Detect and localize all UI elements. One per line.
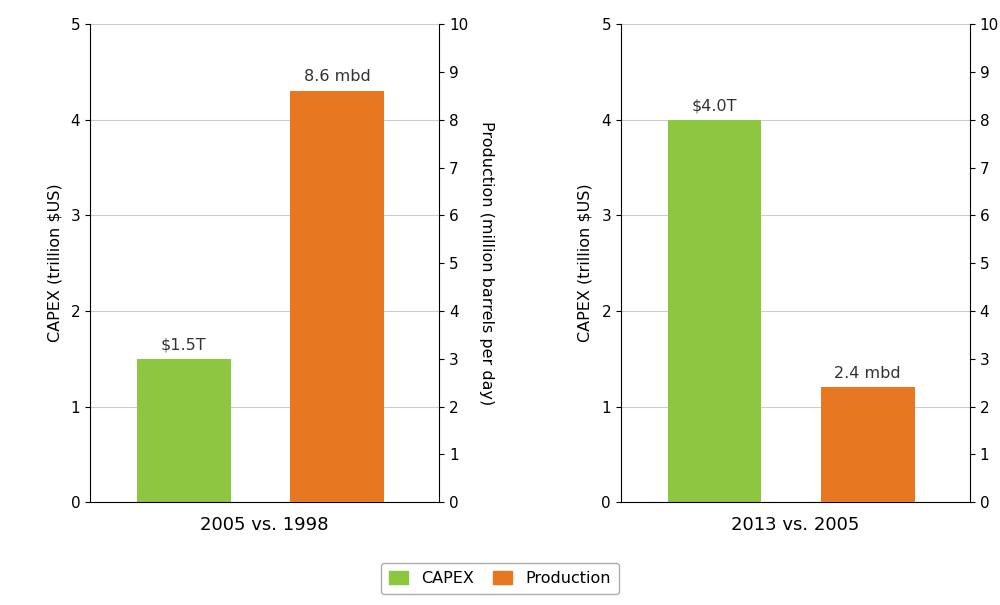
- Y-axis label: CAPEX (trillion $US): CAPEX (trillion $US): [47, 184, 62, 342]
- Y-axis label: CAPEX (trillion $US): CAPEX (trillion $US): [578, 184, 593, 342]
- Text: 2.4 mbd: 2.4 mbd: [834, 366, 901, 381]
- X-axis label: 2013 vs. 2005: 2013 vs. 2005: [731, 516, 860, 534]
- Bar: [668, 120, 761, 502]
- Bar: [290, 91, 384, 502]
- Legend: CAPEX, Production: CAPEX, Production: [381, 563, 619, 594]
- Y-axis label: Production (million barrels per day): Production (million barrels per day): [479, 121, 494, 405]
- Text: $4.0T: $4.0T: [692, 98, 737, 113]
- Bar: [821, 387, 915, 502]
- Bar: [137, 359, 231, 502]
- X-axis label: 2005 vs. 1998: 2005 vs. 1998: [200, 516, 329, 534]
- Text: 8.6 mbd: 8.6 mbd: [304, 70, 370, 85]
- Text: $1.5T: $1.5T: [161, 337, 207, 352]
